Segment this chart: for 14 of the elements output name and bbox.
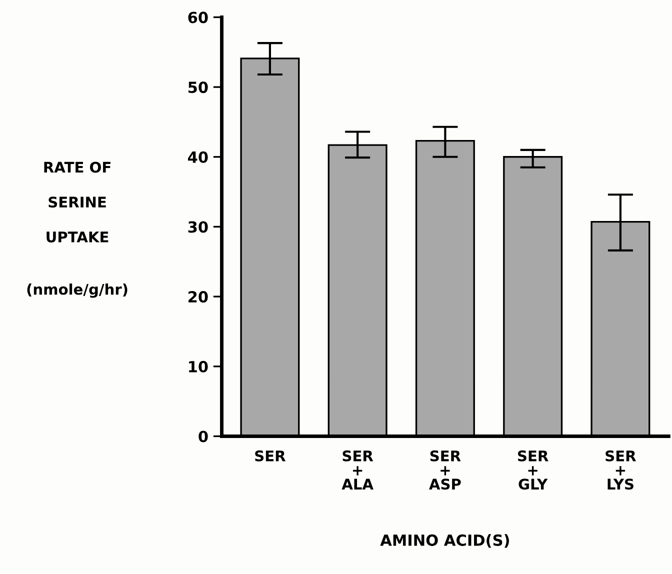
x-tick-label: SER + ALA: [342, 450, 374, 490]
y-tick-label: 50: [188, 82, 208, 94]
y-tick-label: 20: [188, 291, 208, 303]
y-tick-label: 40: [188, 151, 208, 163]
x-tick-label: SER + LYS: [606, 450, 636, 490]
y-tick-label: 60: [188, 12, 208, 24]
y-tick-label: 30: [188, 221, 208, 233]
x-axis-title: AMINO ACID(S): [380, 534, 509, 548]
x-tick-label: SER + GLY: [518, 450, 548, 490]
y-tick-label: 10: [189, 360, 208, 372]
x-tick-label: SER + ASP: [429, 450, 461, 490]
text: RATE OF SERINE UPTAKE (nmole/g/hr): [27, 162, 128, 298]
y-tick-label: 0: [198, 430, 208, 442]
x-tick-label: SER: [255, 450, 286, 462]
